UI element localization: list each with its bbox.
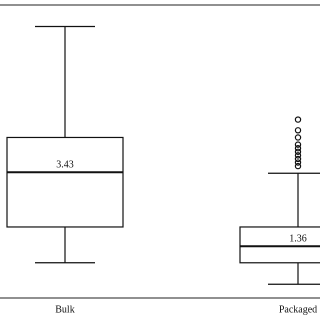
outlier — [294, 152, 302, 159]
outlier — [294, 141, 302, 148]
outlier — [294, 162, 302, 170]
box — [6, 136, 124, 228]
outlier — [294, 116, 302, 123]
median-label: 3.43 — [56, 159, 74, 170]
x-tick-label: Bulk — [55, 304, 74, 315]
outlier — [294, 155, 302, 163]
outlier — [294, 145, 302, 152]
median-label: 1.36 — [289, 234, 307, 245]
outlier — [294, 134, 302, 141]
x-tick-label: Packaged — [279, 304, 317, 315]
box — [239, 226, 320, 264]
outlier — [294, 127, 302, 134]
outlier — [294, 159, 302, 166]
outlier — [294, 148, 302, 155]
